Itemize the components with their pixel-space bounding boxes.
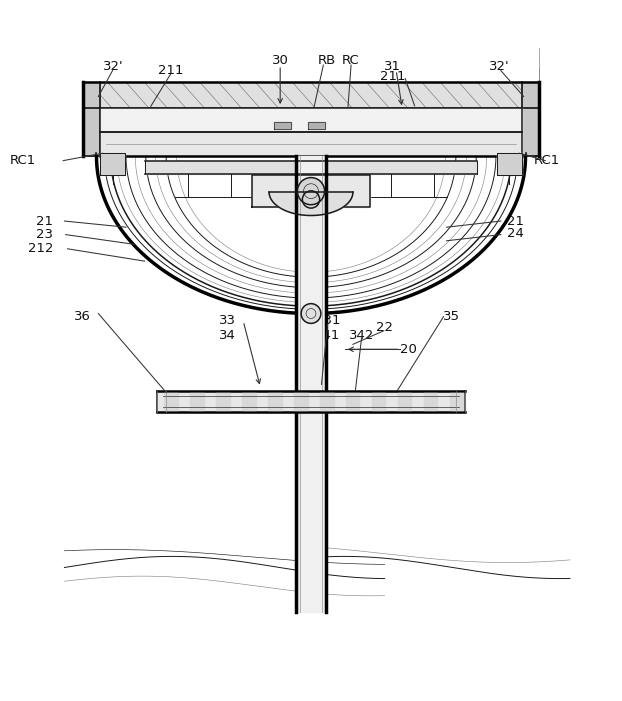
Text: 32': 32' — [489, 60, 509, 74]
Text: 31: 31 — [384, 60, 401, 74]
Text: 24: 24 — [507, 227, 524, 240]
Polygon shape — [269, 192, 353, 215]
Text: 23: 23 — [36, 228, 53, 241]
Text: 342: 342 — [349, 329, 374, 341]
Text: 211: 211 — [158, 64, 183, 76]
Text: 34: 34 — [220, 329, 236, 341]
Text: RC1: RC1 — [9, 154, 35, 167]
Text: RC: RC — [342, 54, 360, 67]
Text: RC1: RC1 — [533, 154, 560, 167]
Text: 30: 30 — [272, 54, 289, 67]
Text: 20: 20 — [400, 343, 417, 356]
Text: 36: 36 — [75, 310, 91, 323]
Circle shape — [297, 177, 325, 205]
Text: 211: 211 — [379, 69, 405, 83]
Circle shape — [301, 304, 321, 323]
Text: 231: 231 — [315, 315, 340, 327]
Text: 22: 22 — [376, 320, 394, 334]
Text: 21: 21 — [36, 215, 53, 228]
Text: 32': 32' — [103, 60, 124, 74]
Text: 35: 35 — [443, 310, 460, 323]
Text: 21: 21 — [507, 215, 524, 228]
Text: 212: 212 — [28, 243, 53, 255]
Text: RB: RB — [317, 54, 335, 67]
Text: 341: 341 — [315, 329, 340, 341]
Text: 33: 33 — [220, 315, 236, 327]
